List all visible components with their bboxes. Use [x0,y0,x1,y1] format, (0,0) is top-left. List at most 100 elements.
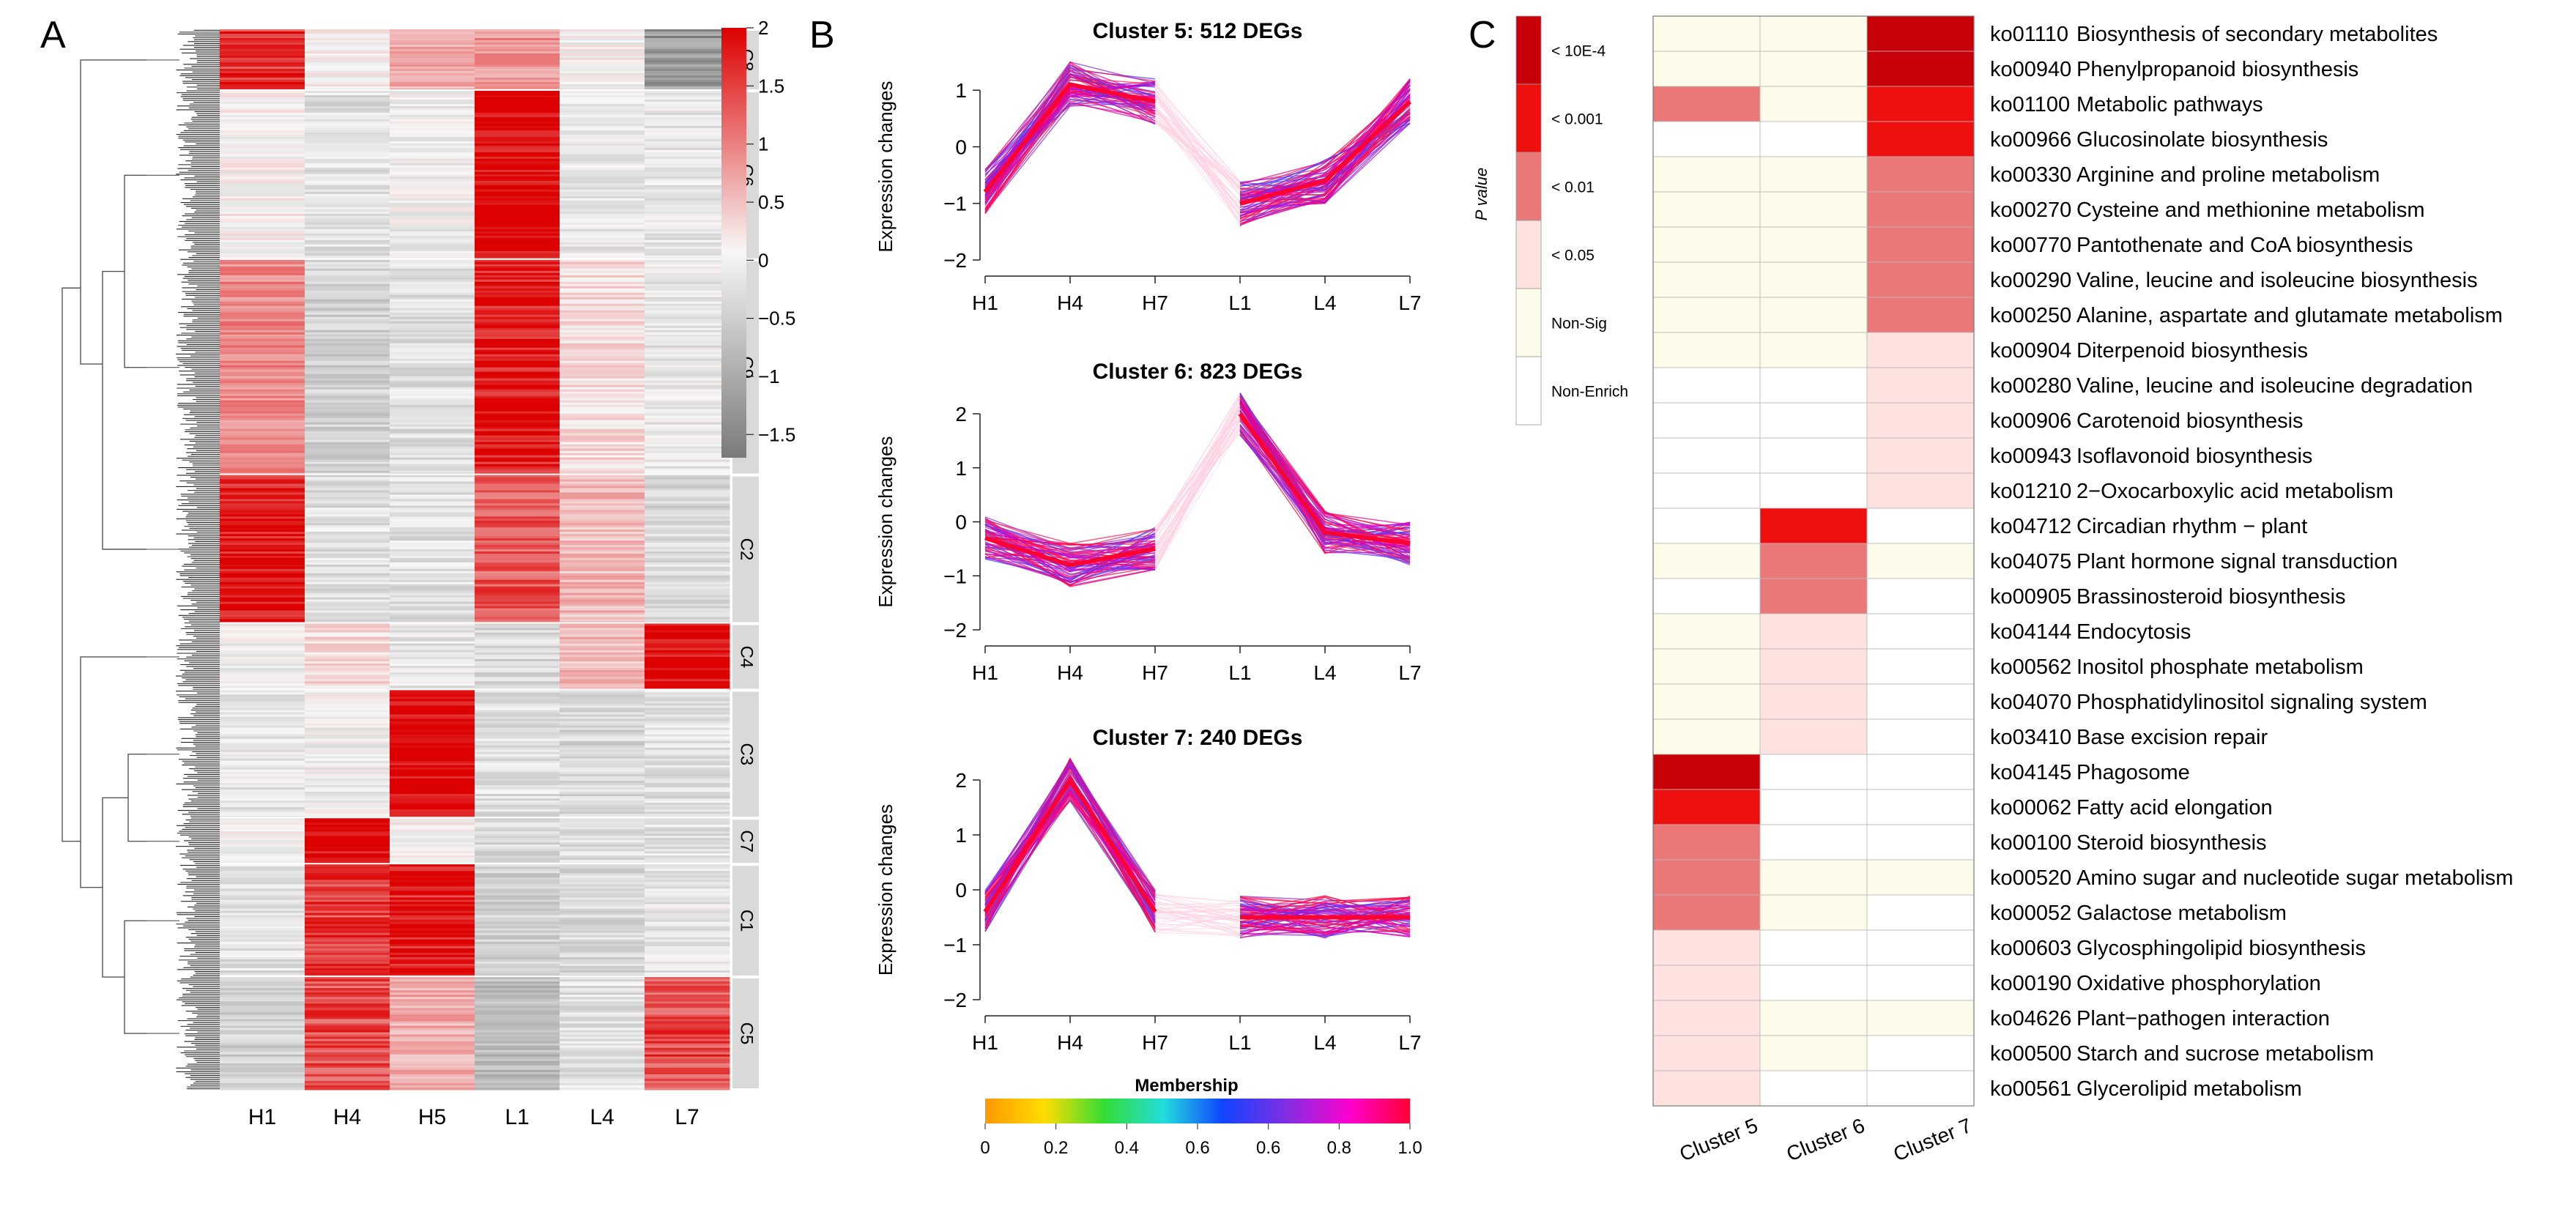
heatmap-cell [475,226,560,230]
heatmap-cell [220,51,305,54]
heatmap-cell [560,961,645,965]
heatmap-cell [475,847,560,850]
heatmap-cell [305,778,390,781]
heatmap-cell [475,191,560,195]
heatmap-cell [390,86,475,89]
heatmap-cell [475,765,560,768]
heatmap-cell [645,762,730,766]
heatmap-cell [220,630,305,633]
heatmap-cell [645,630,730,633]
heatmap-cell [645,316,730,320]
heatmap-cell [475,1021,560,1024]
heatmap-cell [390,747,475,751]
heatmap-cell [220,525,305,528]
heatmap-cell [645,553,730,557]
heatmap-cell [220,424,305,428]
heatmap-cell [305,798,390,801]
heatmap-cell [645,910,730,914]
heatmap-cell [305,822,390,825]
heatmap-cell [390,165,475,168]
heatmap-cell [305,760,390,764]
heatmap-cell [305,147,390,151]
heatmap-cell [475,288,560,291]
heatmap-cell [220,272,305,276]
heatmap-cell [220,736,305,740]
heatmap-cell [220,457,305,461]
heatmap-cell [645,99,730,103]
heatmap-cell [305,512,390,515]
heatmap-cell [475,948,560,951]
heatmap-cell [220,455,305,458]
heatmap-cell [390,1025,475,1029]
heatmap-cell [220,308,305,311]
heatmap-cell [220,220,305,223]
heatmap-cell [220,612,305,616]
heatmap-cell [220,732,305,735]
heatmap-cell [560,977,645,980]
heatmap-cell [220,1078,305,1082]
heatmap-cell [560,736,645,740]
enrichment-cell [1759,859,1868,896]
heatmap-cell [560,75,645,78]
heatmap-cell [305,325,390,329]
heatmap-cell [305,163,390,166]
heatmap-cell [475,486,560,488]
heatmap-cell [560,321,645,324]
heatmap-cell [475,92,560,96]
heatmap-cell [390,1038,475,1042]
heatmap-cell [560,66,645,70]
heatmap-cell [220,1060,305,1064]
heatmap-cell [560,705,645,708]
heatmap-cell [305,169,390,173]
heatmap-cell [645,952,730,956]
heatmap-cell [390,981,475,984]
heatmap-cell [475,35,560,39]
heatmap-cell [645,387,730,390]
heatmap-cell [220,910,305,914]
heatmap-cell [390,163,475,166]
enrichment-cell [1759,1035,1868,1071]
heatmap-cell [475,431,560,434]
heatmap-cell [560,964,645,967]
heatmap-cell [560,158,645,162]
heatmap-cell [220,466,305,469]
heatmap-cell [220,619,305,622]
heatmap-cell [645,555,730,559]
heatmap-cell [560,849,645,852]
heatmap-cell [390,937,475,940]
heatmap-cell [560,979,645,982]
heatmap-cell [560,305,645,309]
heatmap-cell [645,592,730,596]
heatmap-cell [560,1041,645,1044]
heatmap-cell [475,347,560,351]
heatmap-cell [305,211,390,215]
heatmap-cell [305,729,390,733]
heatmap-cell [305,202,390,206]
heatmap-cell [645,235,730,239]
heatmap-cell [305,979,390,982]
heatmap-cell [390,534,475,537]
heatmap-cell [220,66,305,70]
legend-swatch [1515,152,1542,221]
enrichment-column-label: Cluster 6 [1783,1114,1868,1166]
heatmap-cell [220,747,305,751]
heatmap-cell [645,999,730,1002]
heatmap-cell [220,664,305,666]
heatmap-cell [390,734,475,737]
heatmap-cell [560,672,645,675]
heatmap-cell [390,387,475,390]
y-tick-label: 0 [955,879,967,902]
y-tick-label: −2 [943,249,967,272]
heatmap-cell [475,1067,560,1071]
heatmap-cell [305,606,390,609]
heatmap-cell [220,707,305,711]
heatmap-cell [390,464,475,467]
heatmap-cell [305,970,390,973]
heatmap-cell [220,847,305,850]
heatmap-cell [220,540,305,543]
heatmap-cell [390,446,475,450]
heatmap-cell [475,643,560,647]
heatmap-cell [220,250,305,254]
heatmap-cell [475,316,560,320]
heatmap-cell [475,37,560,41]
